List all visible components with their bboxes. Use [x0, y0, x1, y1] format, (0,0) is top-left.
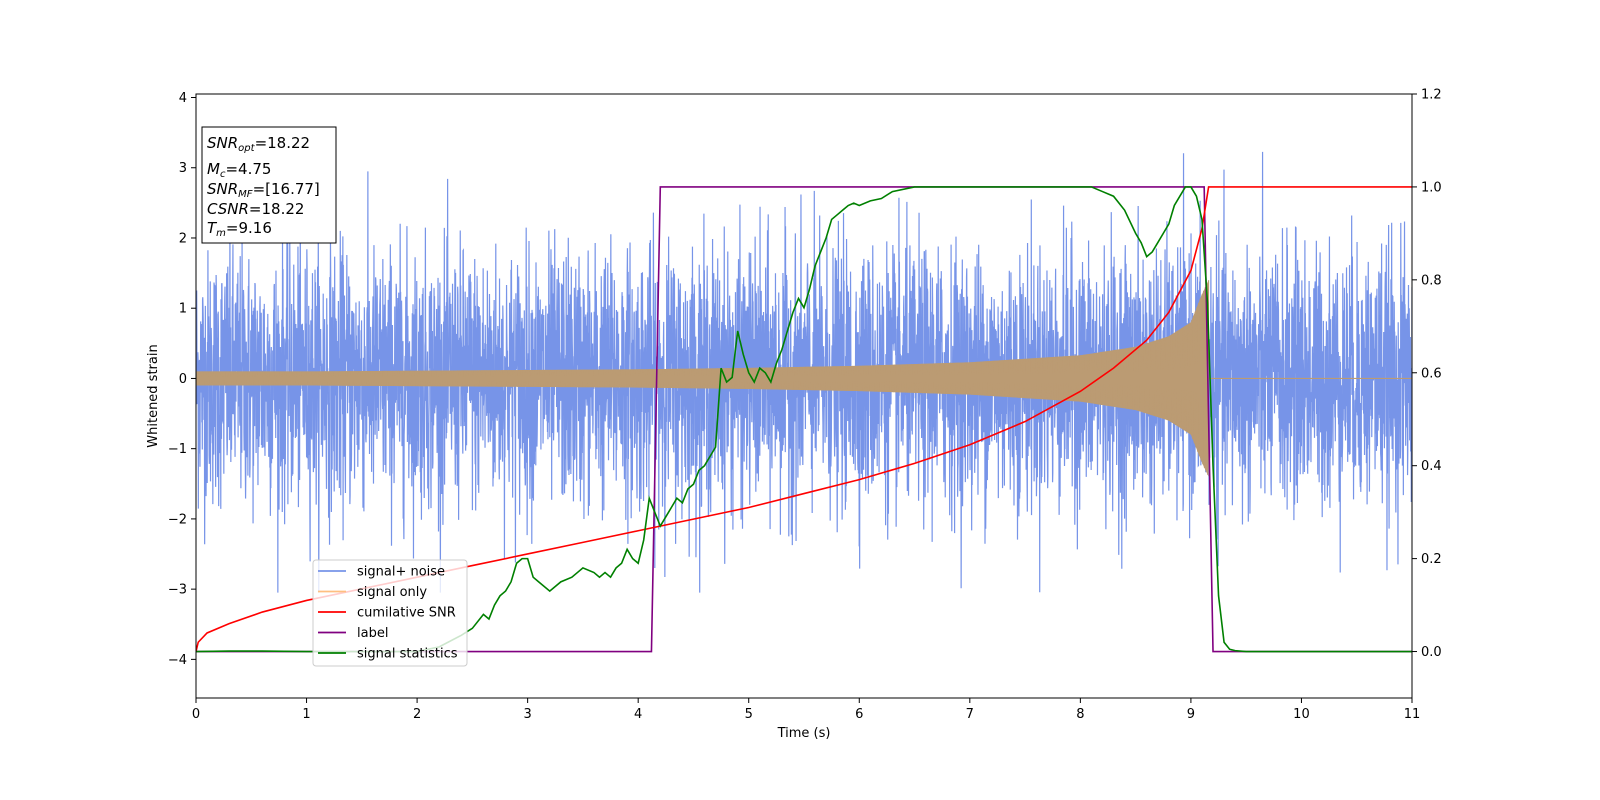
info-box: SNRopt=18.22 Mc=4.75 SNRMF=[16.77] CSNR=… — [201, 126, 337, 244]
y-axis-title: Whitened strain — [146, 344, 161, 447]
info-tm: Tm=9.16 — [207, 219, 272, 239]
series-signal-statistics-line — [196, 186, 1412, 653]
x-tick-label: 10 — [1293, 707, 1310, 722]
y-left-tick-label: −4 — [168, 653, 187, 668]
y-left-tick-label: 0 — [179, 372, 187, 387]
legend-label: label — [357, 626, 388, 641]
legend-item-label: label — [318, 626, 388, 641]
y-right-tick-label: 0.8 — [1421, 273, 1442, 288]
legend-label: cumilative SNR — [357, 606, 456, 621]
x-tick-label: 6 — [855, 707, 863, 722]
y-right-tick-label: 0.4 — [1421, 459, 1442, 474]
x-tick-label: 4 — [634, 707, 642, 722]
x-tick-label: 3 — [523, 707, 531, 722]
legend-label: signal statistics — [357, 647, 458, 662]
y-left-tick-label: −2 — [168, 512, 187, 527]
x-tick-label: 0 — [192, 707, 200, 722]
y-left-tick-label: 3 — [179, 161, 187, 176]
x-tick-label: 8 — [1076, 707, 1084, 722]
x-axis-title: Time (s) — [777, 726, 831, 741]
info-box-frame — [201, 126, 337, 244]
series-signal-noise-line — [196, 151, 1412, 593]
y-left-tick-label: −1 — [168, 442, 187, 457]
legend: signal+ noise signal only cumilative SNR la… — [312, 559, 468, 667]
info-csnr: CSNR=18.22 — [207, 200, 304, 218]
y-right-tick-label: 1.0 — [1421, 180, 1442, 195]
plot-area — [196, 151, 1412, 653]
x-tick-label: 5 — [745, 707, 753, 722]
axes-frame — [195, 93, 1413, 699]
legend-label: signal+ noise — [357, 565, 445, 580]
series-signal-only-line — [196, 280, 1210, 475]
legend-label: signal only — [357, 585, 427, 600]
info-snr-opt: SNRopt=18.22 — [207, 134, 310, 154]
y-right-tick-label: 0.2 — [1421, 552, 1442, 567]
x-tick-label: 11 — [1404, 707, 1421, 722]
legend-item-cumulative-snr: cumilative SNR — [318, 606, 456, 621]
legend-item-signal-only: signal only — [318, 585, 427, 600]
series-cumulative-snr-line — [196, 186, 1412, 652]
legend-item-signal-statistics: signal statistics — [318, 647, 458, 662]
y-left-tick-label: 2 — [179, 231, 187, 246]
x-tick-label: 9 — [1187, 707, 1195, 722]
y-right-tick-label: 0.6 — [1421, 366, 1442, 381]
y-left-tick-label: 4 — [179, 91, 187, 106]
y-right-tick-label: 0.0 — [1421, 645, 1442, 660]
legend-frame — [312, 559, 468, 667]
legend-item-signal-noise: signal+ noise — [318, 565, 445, 580]
x-tick-label: 7 — [966, 707, 974, 722]
y-right-tick-label: 1.2 — [1421, 88, 1442, 103]
x-tick-label: 2 — [413, 707, 421, 722]
x-tick-label: 1 — [302, 707, 310, 722]
info-mc: Mc=4.75 — [207, 160, 271, 180]
info-snr-mf: SNRMF=[16.77] — [207, 180, 320, 200]
y-left-tick-label: −3 — [168, 583, 187, 598]
axes: 0 1 2 3 4 5 6 7 8 9 10 1143210−1−2−3−41.21.00.80.60… — [168, 88, 1442, 723]
y-left-tick-label: 1 — [179, 302, 187, 317]
